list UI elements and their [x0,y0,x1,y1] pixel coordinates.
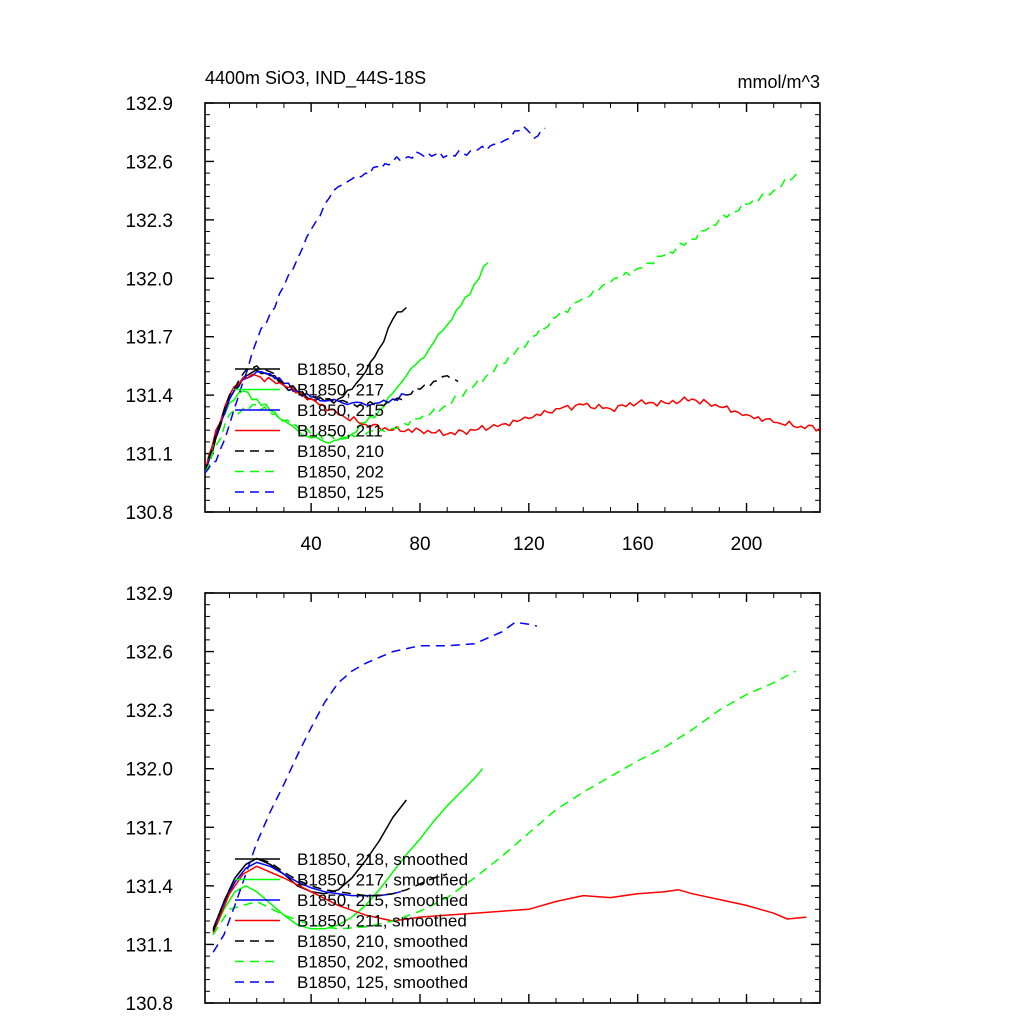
series-line-b1850-210 [205,365,459,474]
y-tick-label: 131.4 [125,877,173,898]
x-tick-label: 80 [409,534,430,555]
series-line-b1850-125 [205,125,546,474]
legend-label: B1850, 218 [297,360,384,379]
y-tick-label: 132.3 [125,211,173,232]
y-tick-label: 130.8 [125,994,173,1015]
y-tick-label: 131.1 [125,935,173,956]
y-tick-label: 130.8 [125,503,173,524]
series-group [205,125,820,474]
y-tick-label: 131.1 [125,445,173,466]
legend-label: B1850, 217, smoothed [297,871,468,890]
legend: B1850, 218, smoothed B1850, 217, smoothed… [235,850,468,992]
y-tick-label: 131.7 [125,818,173,839]
legend-label: B1850, 217 [297,381,384,400]
x-tick-label: 40 [301,534,322,555]
legend-label: B1850, 211, smoothed [297,912,467,931]
chart-title: 4400m SiO3, IND_44S-18S [205,68,426,89]
y-tick-label: 132.0 [125,269,173,290]
legend-label: B1850, 218, smoothed [297,850,468,869]
legend-label: B1850, 210 [297,442,384,461]
y-tick-label: 132.9 [125,584,173,605]
legend-label: B1850, 211 [297,422,383,441]
series-line-b1850-211-smoothed [212,865,807,933]
legend-label: B1850, 210, smoothed [297,932,468,951]
x-tick-label: 200 [731,534,763,555]
y-tick-label: 132.3 [125,701,173,722]
series-line-b1850-202 [205,170,802,474]
y-tick-label: 132.6 [125,152,173,173]
chart-units: mmol/m^3 [738,72,820,92]
series-line-b1850-202-smoothed [212,670,796,936]
y-tick-label: 132.0 [125,760,173,781]
chart-panel-1: 130.8 131.1 131.4 131.7 132.0 132.3 132.6 132.9… [125,68,821,555]
plot-frame [204,592,821,1004]
legend-label: B1850, 125 [297,483,384,502]
legend-label: B1850, 215, smoothed [297,891,468,910]
series-line-b1850-217-smoothed [212,768,484,934]
x-tick-label: 120 [513,534,545,555]
legend-label: B1850, 125, smoothed [297,973,468,992]
series-line-b1850-210-smoothed [212,857,448,932]
series-line-b1850-125-smoothed [212,621,538,953]
x-tick-label: 160 [622,534,654,555]
legend-label: B1850, 202 [297,463,384,482]
y-tick-label: 132.9 [125,94,173,115]
plot-frame [204,102,821,513]
series-line-b1850-211 [205,373,820,474]
legend-label: B1850, 202, smoothed [297,953,468,972]
series-group [212,621,807,953]
y-tick-label: 132.6 [125,643,173,664]
legend-label: B1850, 215 [297,401,384,420]
chart-panel-2: 130.8 131.1 131.4 131.7 132.0 132.3 132.6 132.9… [125,584,821,1015]
y-tick-label: 131.7 [125,328,173,349]
y-tick-label: 131.4 [125,386,173,407]
series-line-b1850-217 [205,262,489,474]
